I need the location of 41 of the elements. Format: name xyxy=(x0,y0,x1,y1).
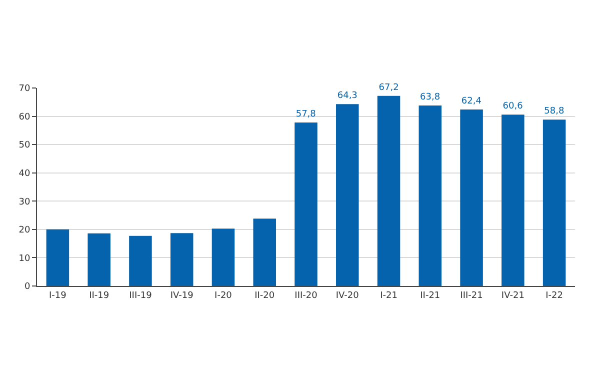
bar xyxy=(170,233,194,286)
y-tick-label: 40 xyxy=(18,169,30,180)
bar xyxy=(460,110,483,286)
y-tick-label: 70 xyxy=(18,84,30,94)
y-tick-label: 50 xyxy=(18,140,30,151)
bar xyxy=(129,236,152,286)
x-tick-label: II-20 xyxy=(254,290,275,301)
bar xyxy=(253,218,276,286)
bar xyxy=(502,114,524,286)
bar xyxy=(377,96,400,286)
bar xyxy=(212,228,235,286)
y-tick-label: 0 xyxy=(24,282,30,292)
x-tick-label: II-19 xyxy=(89,290,110,301)
data-label: 60,6 xyxy=(502,102,524,112)
y-tick-label: 20 xyxy=(18,226,30,236)
x-tick-label: IV-19 xyxy=(170,290,194,301)
bar xyxy=(88,233,110,286)
x-tick-label: IV-21 xyxy=(501,290,524,301)
y-tick-label: 30 xyxy=(18,197,30,208)
bar xyxy=(542,120,566,286)
data-label: 64,3 xyxy=(337,91,358,102)
x-tick-label: III-21 xyxy=(460,290,483,301)
x-tick-label: I-19 xyxy=(49,290,67,301)
x-tick-label: III-19 xyxy=(129,290,152,301)
x-tick-label: I-21 xyxy=(380,290,398,301)
y-tick-label: 60 xyxy=(18,112,30,122)
data-label: 67,2 xyxy=(378,82,399,93)
y-tick-label: 10 xyxy=(18,254,30,264)
bar xyxy=(294,122,318,286)
x-tick-label: II-21 xyxy=(420,290,440,301)
x-tick-label: I-22 xyxy=(546,290,563,301)
bar xyxy=(46,229,70,286)
data-label: 62,4 xyxy=(461,96,482,106)
x-tick-label: IV-20 xyxy=(336,290,360,301)
data-label: 63,8 xyxy=(420,92,440,103)
x-tick-label: III-20 xyxy=(294,290,318,301)
data-label: 57,8 xyxy=(296,110,316,120)
bar xyxy=(336,104,359,286)
bar xyxy=(418,106,442,286)
x-tick-label: I-20 xyxy=(214,290,232,301)
data-label: 58,8 xyxy=(544,106,564,117)
